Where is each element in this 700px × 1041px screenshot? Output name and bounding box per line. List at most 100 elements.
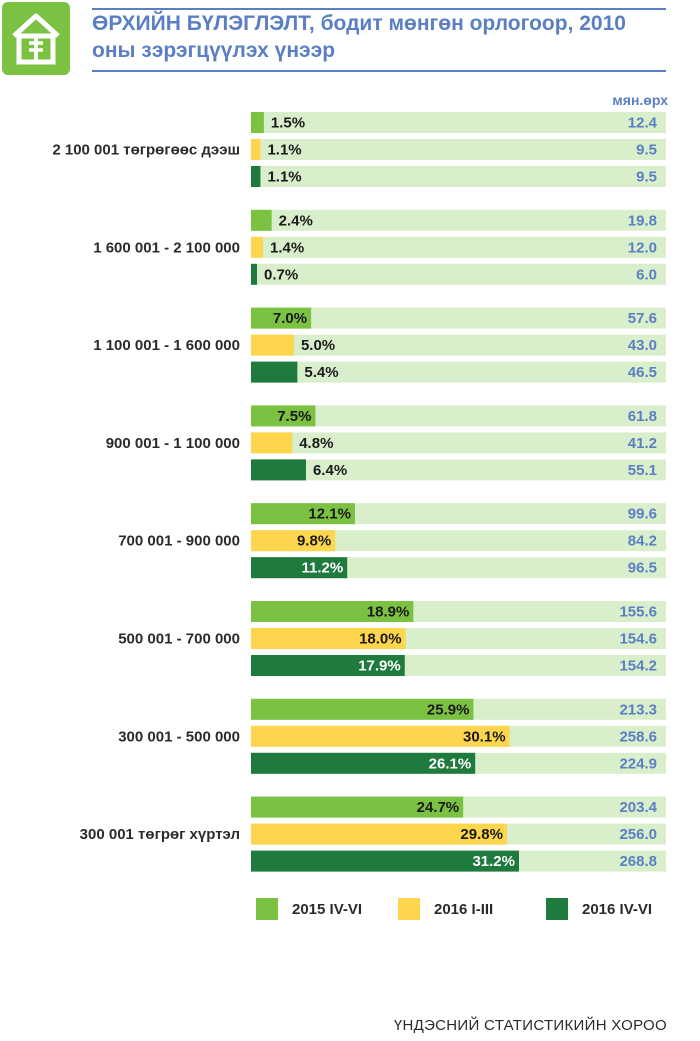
bar [251, 796, 464, 818]
percent-label: 31.2% [472, 853, 515, 870]
title-line-1: ӨРХИЙН БҮЛЭГЛЭЛТ, бодит мөнгөн орлогоор,… [92, 12, 626, 35]
percent-label: 7.5% [277, 408, 311, 425]
percent-label: 18.0% [359, 631, 402, 648]
bar [251, 557, 348, 579]
percent-label: 1.1% [267, 169, 301, 186]
bar-track [251, 307, 666, 329]
percent-label: 1.5% [271, 115, 305, 132]
percent-label: 6.4% [313, 462, 347, 479]
category-label: 900 001 - 1 100 000 [106, 435, 240, 452]
value-label: 203.4 [619, 799, 657, 816]
value-label: 6.0 [636, 266, 657, 283]
bar [251, 698, 474, 720]
bar-track [251, 459, 666, 481]
value-label: 258.6 [619, 728, 657, 745]
bar-track [251, 112, 666, 133]
bar [251, 139, 261, 160]
percent-label: 5.4% [304, 364, 338, 381]
percent-label: 1.1% [267, 142, 301, 159]
bar [251, 166, 261, 187]
legend-item-2: 2016 I-III [398, 897, 493, 921]
percent-label: 24.7% [417, 799, 460, 816]
value-label: 55.1 [628, 462, 657, 479]
percent-label: 17.9% [358, 658, 401, 675]
value-label: 9.5 [636, 142, 657, 159]
chart-title: ӨРХИЙН БҮЛЭГЛЭЛТ, бодит мөнгөн орлогоор,… [92, 10, 672, 64]
bar [251, 530, 336, 552]
category-label: 700 001 - 900 000 [118, 533, 240, 550]
bar [251, 850, 519, 872]
value-label: 43.0 [628, 337, 657, 354]
value-label: 41.2 [628, 435, 657, 452]
value-label: 155.6 [619, 604, 657, 621]
percent-label: 9.8% [297, 533, 331, 550]
percent-label: 2.4% [279, 212, 313, 229]
percent-label: 0.7% [264, 266, 298, 283]
legend-item-1: 2015 IV-VI [256, 897, 362, 921]
percent-label: 29.8% [460, 826, 503, 843]
value-label: 154.2 [619, 658, 657, 675]
category-label: 300 001 төгрөг хүртэл [80, 826, 240, 843]
value-label: 9.5 [636, 169, 657, 186]
legend-swatch-3 [546, 898, 568, 920]
logo [2, 2, 70, 75]
percent-label: 11.2% [301, 560, 343, 577]
bar [251, 752, 476, 774]
unit-label: мян.өрх [612, 92, 668, 108]
bar-track [251, 166, 666, 187]
bar-track [251, 139, 666, 160]
category-label: 2 100 001 төгрөгөөс дээш [52, 142, 240, 159]
bar-track [251, 557, 666, 579]
title-bottom-rule [92, 70, 666, 72]
percent-label: 4.8% [299, 435, 333, 452]
value-label: 99.6 [628, 506, 657, 523]
legend-label-3: 2016 IV-VI [582, 900, 653, 918]
value-label: 268.8 [619, 853, 657, 870]
percent-label: 26.1% [429, 755, 472, 772]
bar [251, 209, 272, 231]
bar-track [251, 405, 666, 427]
value-label: 224.9 [619, 755, 657, 772]
value-label: 46.5 [628, 364, 657, 381]
bar [251, 628, 406, 649]
bar-track [251, 334, 666, 356]
percent-label: 18.9% [367, 604, 410, 621]
percent-label: 12.1% [308, 506, 351, 523]
footer-source: ҮНДЭСНИЙ СТАТИСТИКИЙН ХОРОО [393, 1017, 667, 1034]
percent-label: 25.9% [427, 701, 470, 718]
bar [251, 503, 355, 525]
percent-label: 30.1% [463, 728, 506, 745]
category-label: 500 001 - 700 000 [118, 631, 240, 648]
value-label: 19.8 [628, 212, 657, 229]
percent-label: 7.0% [273, 310, 307, 327]
legend-item-3: 2016 IV-VI [546, 897, 652, 921]
bar-track [251, 209, 666, 231]
bar [251, 112, 264, 133]
bar [251, 823, 507, 845]
legend-swatch-1 [256, 898, 278, 920]
legend-label-2: 2016 I-III [434, 900, 494, 918]
bar-track [251, 361, 666, 383]
value-label: 96.5 [628, 560, 657, 577]
bar [251, 334, 294, 356]
bar [251, 655, 405, 676]
bar-track [251, 530, 666, 552]
category-label: 300 001 - 500 000 [118, 728, 240, 745]
percent-label: 1.4% [270, 239, 304, 256]
title-top-rule [92, 8, 666, 10]
bar [251, 725, 510, 747]
bar-chart: 2 100 001 төгрөгөөс дээш 1.5% 12.4 1.1% 9.5 1… [52, 112, 666, 872]
bar [251, 361, 298, 383]
ger-logo-icon [12, 13, 60, 65]
bar-track [251, 263, 666, 285]
bar [251, 307, 312, 329]
value-label: 84.2 [628, 533, 657, 550]
percent-label: 5.0% [301, 337, 335, 354]
title-line-2: оны зэрэгцүүлэх үнээр [92, 39, 336, 62]
bar-track [251, 432, 666, 454]
legend-label-1: 2015 IV-VI [292, 900, 363, 918]
value-label: 213.3 [619, 701, 657, 718]
value-label: 12.0 [628, 239, 657, 256]
bar [251, 459, 306, 481]
value-label: 57.6 [628, 310, 657, 327]
